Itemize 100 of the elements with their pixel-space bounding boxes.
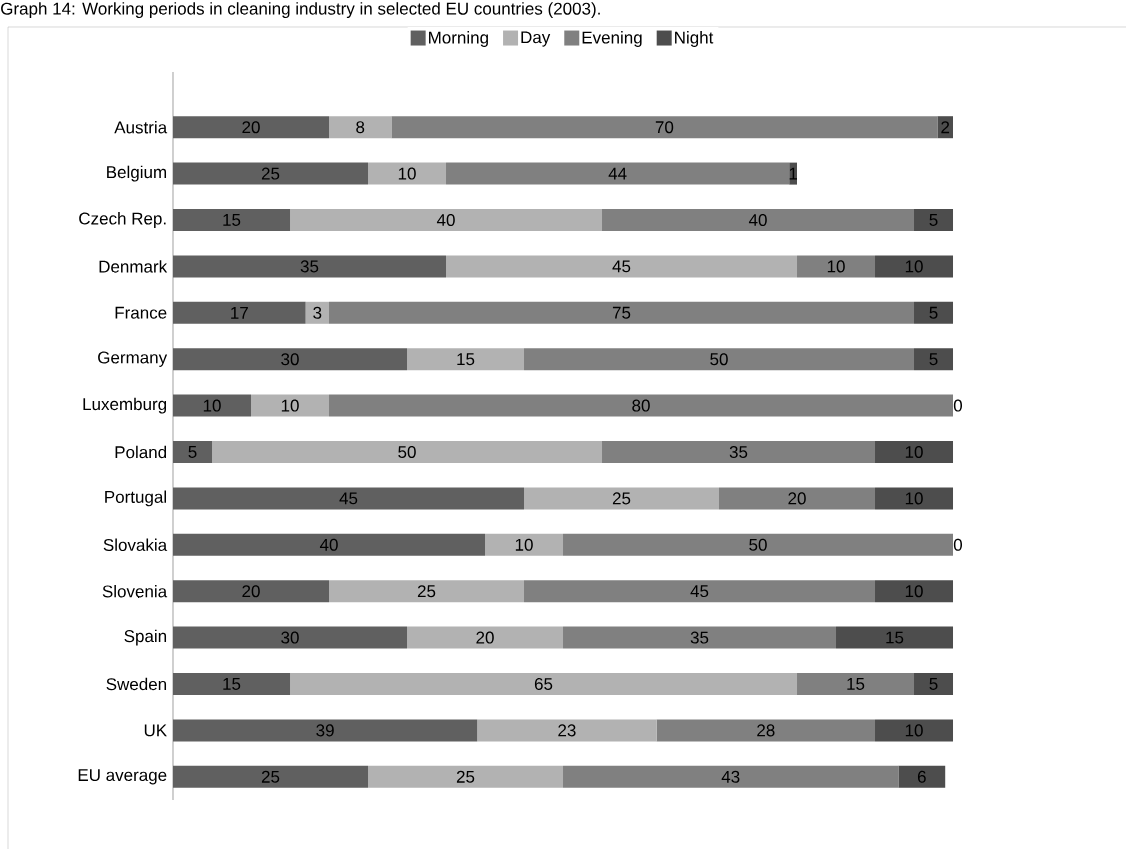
- bar: [305, 301, 330, 324]
- data-label: 20: [242, 121, 260, 134]
- y-tick-label: France: [115, 306, 167, 319]
- bar: [329, 116, 392, 139]
- data-label: 10: [398, 167, 416, 180]
- bar: [875, 487, 954, 510]
- bar: [407, 626, 564, 649]
- data-label: 50: [398, 445, 416, 459]
- data-label: 10: [515, 538, 533, 551]
- data-label: 17: [231, 306, 248, 319]
- bar: [898, 765, 946, 788]
- legend-label: Night: [675, 31, 714, 47]
- bar: [563, 533, 954, 556]
- data-label: 70: [655, 121, 674, 134]
- data-label: 44: [608, 167, 627, 180]
- bar: [407, 348, 525, 371]
- data-label: 15: [223, 214, 241, 226]
- legend-label: Evening: [582, 31, 642, 47]
- bar: [875, 255, 954, 278]
- bar: [875, 441, 954, 463]
- bar: [173, 162, 369, 185]
- y-tick-label: Portugal: [105, 490, 166, 507]
- bar: [173, 580, 330, 603]
- data-label: 5: [929, 214, 938, 226]
- data-label: 25: [261, 770, 280, 783]
- data-label: 40: [319, 538, 338, 551]
- data-label: 20: [242, 585, 260, 598]
- bar: [875, 580, 954, 603]
- bar: [173, 116, 330, 139]
- bar: [290, 673, 798, 695]
- bar: [446, 255, 798, 278]
- bar: [914, 301, 954, 324]
- y-tick-label: Spain: [124, 629, 167, 646]
- bar: [368, 162, 447, 185]
- bar: [914, 209, 954, 231]
- data-label: 10: [905, 260, 923, 273]
- data-label: 43: [721, 770, 740, 783]
- bar: [524, 580, 876, 603]
- data-label: 5: [929, 306, 938, 319]
- bar: [329, 394, 954, 417]
- data-label: 20: [788, 492, 806, 505]
- data-label: 1: [789, 167, 798, 180]
- y-tick-label: Slovenia: [102, 584, 168, 598]
- bar: [836, 626, 954, 649]
- bar: [563, 765, 899, 788]
- bar: [329, 301, 915, 324]
- bar: [914, 673, 954, 695]
- data-label: 39: [316, 724, 334, 737]
- bar: [173, 487, 525, 510]
- y-tick-label: Luxemburg: [83, 397, 167, 414]
- y-tick-label: Sweden: [106, 677, 167, 691]
- data-label: 23: [558, 724, 576, 737]
- data-label: 10: [905, 585, 923, 598]
- data-label: 50: [749, 538, 767, 551]
- bar: [329, 580, 525, 603]
- y-tick-label: Czech Rep.: [79, 212, 166, 228]
- bar: [173, 626, 408, 649]
- data-label: 80: [632, 399, 650, 412]
- data-label: 15: [223, 678, 241, 690]
- data-label: 2: [941, 121, 950, 134]
- y-tick-label: UK: [144, 724, 167, 737]
- bar: [656, 719, 876, 742]
- bar: [602, 441, 876, 463]
- data-label: 5: [929, 678, 938, 690]
- data-label: 10: [905, 724, 923, 737]
- data-label: 75: [612, 306, 631, 319]
- data-label: 10: [905, 492, 923, 505]
- data-label: 35: [690, 631, 709, 644]
- bar: [173, 255, 447, 278]
- bar: [797, 255, 876, 278]
- data-label: 0: [953, 538, 963, 551]
- data-label: 25: [417, 585, 436, 598]
- data-label: 10: [905, 445, 923, 459]
- bar: [602, 209, 915, 231]
- bar: [173, 348, 408, 371]
- data-label: 5: [929, 353, 938, 366]
- bar: [937, 116, 954, 139]
- data-label: 15: [886, 631, 904, 644]
- data-label: 15: [457, 353, 475, 366]
- bar: [524, 348, 915, 371]
- data-label: 40: [436, 213, 455, 227]
- bar: [173, 301, 306, 324]
- data-label: 45: [612, 260, 631, 273]
- y-tick-label: EU average: [78, 769, 167, 785]
- data-label: 45: [339, 492, 358, 505]
- data-label: 35: [300, 260, 319, 273]
- data-label: 10: [203, 399, 221, 412]
- data-label: 0: [953, 399, 963, 412]
- y-tick-label: Belgium: [107, 165, 167, 182]
- bar: [173, 719, 478, 742]
- bar: [173, 394, 252, 417]
- bar: [797, 673, 915, 695]
- bar: [446, 162, 790, 185]
- data-label: 65: [534, 677, 553, 691]
- data-label: 3: [313, 306, 322, 319]
- data-label: 25: [456, 770, 475, 783]
- data-label: 6: [917, 770, 926, 783]
- bar: [563, 626, 837, 649]
- data-label: 30: [281, 353, 299, 366]
- bar: [251, 394, 330, 417]
